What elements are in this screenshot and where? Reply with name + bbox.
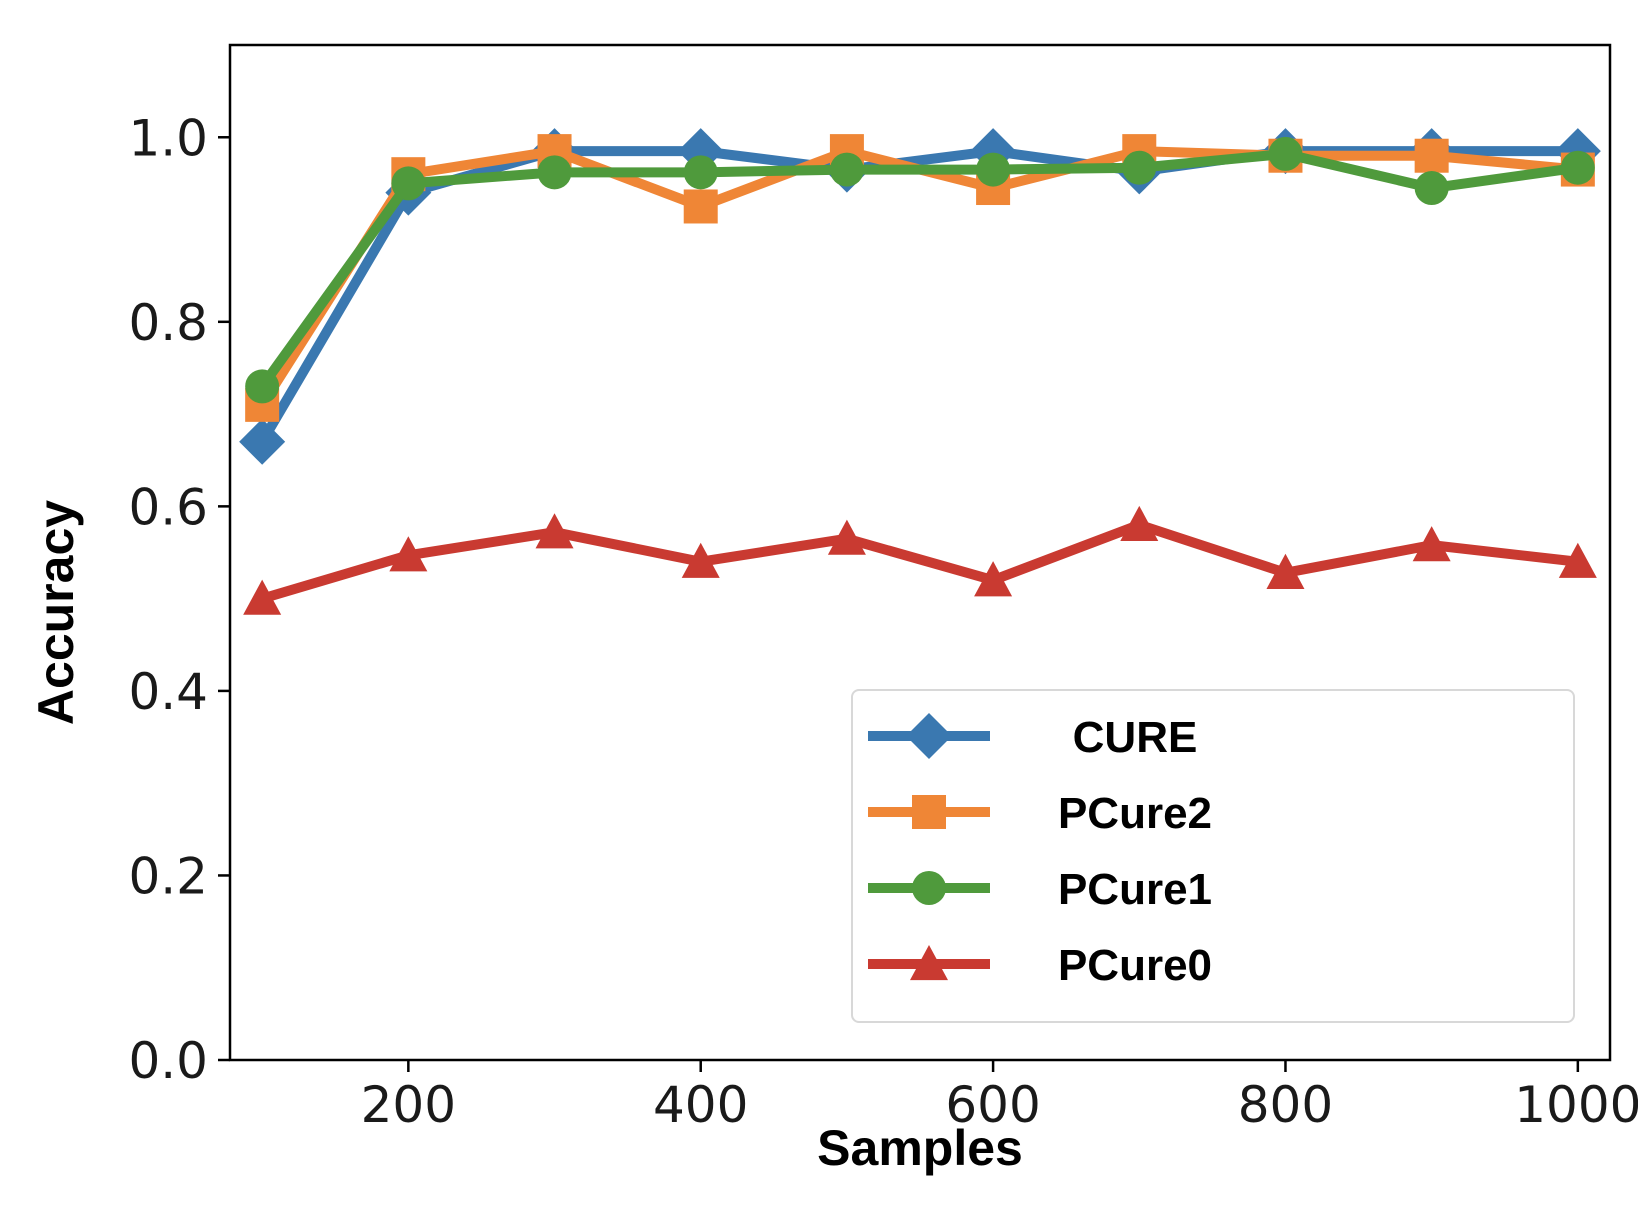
x-tick-label-400: 400 (653, 1076, 748, 1134)
y-tick-label-0.6: 0.6 (128, 478, 208, 536)
y-tick-label-0.4: 0.4 (128, 663, 208, 721)
legend-label-pcure1: PCure1 (1058, 865, 1212, 914)
data-point-pcure0-300 (535, 513, 574, 549)
data-point-pcure0-1000 (1558, 542, 1597, 578)
series-line-pcure0 (260, 519, 1579, 604)
series-pcure0 (243, 505, 1597, 615)
y-tick-label-0.2: 0.2 (128, 847, 208, 905)
legend: CURE PCure2 PCure1 PCure0 (851, 689, 1575, 1023)
legend-item-pcure2: PCure2 (868, 789, 1212, 838)
data-point-pcure0-200 (389, 536, 428, 572)
legend-box (851, 689, 1575, 1023)
data-point-pcure0-100 (243, 579, 282, 615)
data-point-pcure0-800 (1266, 553, 1305, 589)
y-tick-label-0: 0.0 (128, 1032, 208, 1090)
data-point-pcure0-900 (1412, 526, 1451, 562)
plot-layer (239, 128, 1601, 615)
legend-marker-cure (906, 713, 952, 759)
data-point-cure-100 (239, 418, 286, 465)
series-pcure1 (245, 136, 1595, 404)
data-point-pcure1-1000 (1560, 150, 1595, 185)
data-point-pcure1-100 (245, 369, 280, 404)
series-line-pcure2 (257, 146, 1579, 408)
y-tick-label-0.8: 0.8 (128, 294, 208, 352)
data-point-pcure0-400 (681, 542, 720, 578)
legend-marker-pcure1 (912, 871, 946, 905)
series-line-cure (257, 146, 1578, 445)
data-point-pcure0-500 (827, 519, 866, 555)
data-point-pcure1-800 (1268, 136, 1303, 171)
data-point-pcure2-400 (683, 189, 718, 224)
legend-label-cure: CURE (1073, 713, 1198, 762)
y-axis-title: Accuracy (28, 500, 84, 725)
data-point-pcure1-400 (683, 155, 718, 190)
data-point-pcure1-300 (537, 155, 572, 190)
legend-item-cure: CURE (868, 713, 1197, 762)
legend-marker-pcure0 (910, 945, 948, 981)
legend-label-pcure0: PCure0 (1058, 941, 1212, 990)
x-tick-label-200: 200 (361, 1076, 456, 1134)
series-line-pcure1 (258, 148, 1579, 390)
legend-label-pcure2: PCure2 (1058, 789, 1212, 838)
ticks-layer: 200 400 600 800 1000 0.0 0.2 0.4 0.6 0.8 1.0 (128, 109, 1638, 1134)
data-point-pcure1-700 (1122, 150, 1157, 185)
data-point-pcure2-900 (1414, 138, 1449, 173)
data-point-pcure1-900 (1414, 171, 1449, 206)
data-point-pcure1-500 (829, 152, 864, 187)
legend-item-pcure0: PCure0 (868, 941, 1212, 990)
x-tick-label-800: 800 (1238, 1076, 1333, 1134)
x-tick-label-600: 600 (945, 1076, 1040, 1134)
data-point-pcure0-700 (1120, 505, 1159, 541)
x-tick-label-1000: 1000 (1514, 1076, 1638, 1134)
y-tick-label-1: 1.0 (128, 109, 208, 167)
data-point-pcure0-600 (974, 561, 1013, 597)
data-point-pcure1-200 (391, 166, 426, 201)
data-point-pcure1-600 (976, 152, 1011, 187)
legend-item-pcure1: PCure1 (868, 865, 1212, 914)
plot-frame (228, 43, 1612, 1062)
x-axis-title: Samples (817, 1120, 1023, 1176)
legend-marker-pcure2 (912, 795, 946, 829)
